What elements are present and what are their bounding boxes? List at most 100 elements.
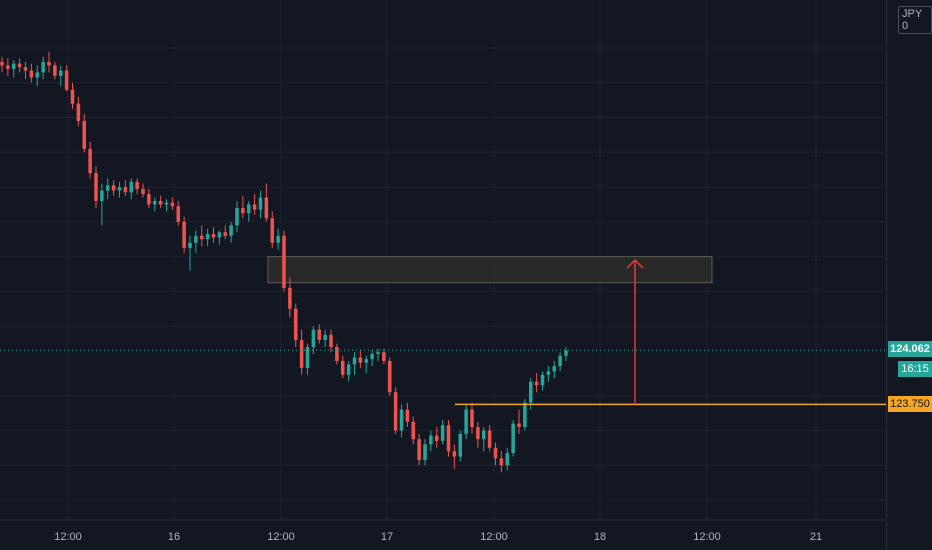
candle-body [487,430,492,448]
candle [423,439,427,466]
candle [476,421,480,448]
candle-body [405,409,410,422]
candle [405,402,410,427]
level-price-tag: 123.750 [888,396,932,412]
candle-body [411,421,416,440]
candle-body [305,347,310,368]
candle [370,350,374,367]
candle [229,221,233,243]
candle [276,228,280,250]
candle-body [147,194,151,205]
candle-body [276,235,280,243]
candle-body [170,202,175,207]
candle [305,343,310,375]
candle [64,65,69,92]
candle-body [346,364,351,375]
candle [288,277,292,318]
candle [493,442,498,466]
currency-badge[interactable]: JPY 0 [898,6,932,34]
candle [241,195,245,219]
x-tick-label: 18 [594,531,606,543]
candle [17,58,22,73]
candle-countdown: 16:15 [898,361,932,377]
currency-suffix: 0 [902,20,909,32]
candle [505,447,510,471]
candle-body [258,197,263,210]
candle-body [434,435,439,441]
candle [147,188,151,208]
candle [499,451,504,473]
candle-body [164,202,169,205]
candle-body [223,232,228,236]
candle [340,355,345,379]
candle-body [64,70,69,90]
candle-body [252,204,257,210]
candle-body [458,433,463,457]
candle-body [100,190,104,201]
candle-body [105,185,110,191]
candle [246,200,251,222]
candle-body [29,70,34,78]
candles-layer [0,51,568,473]
candle-body [364,359,369,363]
candle [258,190,263,219]
candle [105,178,110,200]
candle [35,65,40,87]
projection-arrow-head [626,259,644,269]
candle-body [464,409,468,434]
candle-body [534,381,539,386]
candle [311,326,316,354]
candle-body [546,371,551,375]
candle-body [452,451,457,457]
candle [534,373,539,393]
candle [70,82,75,109]
candle [158,195,163,208]
price-axis[interactable] [886,0,932,550]
candle [481,426,486,452]
candle-body [17,63,22,68]
candle-body [440,425,445,441]
candle [129,178,134,200]
candle [470,402,474,434]
candle-body [528,381,533,403]
candle-body [94,173,98,201]
candle [53,61,57,80]
candle [76,96,81,127]
candle [440,420,445,445]
candle-body [270,218,275,243]
candle-body [217,232,222,238]
candle [564,347,568,361]
candle [223,225,228,240]
candle [464,404,468,440]
candle-body [152,200,157,205]
candle-body [552,366,557,372]
candle-body [523,402,527,427]
candle [317,324,322,344]
candle-body [564,350,568,356]
candle-body [311,329,316,348]
candle-body [141,188,145,195]
x-tick-label: 12:00 [480,531,508,543]
candle-body [493,447,498,459]
candle-body [376,352,380,354]
candle-body [340,360,345,375]
candle [29,63,34,83]
x-tick-label: 12:00 [693,531,721,543]
candle [252,194,257,215]
resistance-zone-layer [267,256,713,284]
candle [376,348,380,361]
resistance-zone[interactable] [267,256,713,284]
candle [11,60,16,78]
candle-body [335,347,339,361]
candle [141,183,145,198]
candle-body [129,181,134,193]
candle [194,230,198,254]
candle [152,197,157,212]
x-tick-label: 12:00 [54,531,82,543]
candle-body [517,423,521,427]
candle-body [540,374,545,386]
candle [552,360,557,379]
candle [411,416,416,445]
candle [47,51,51,73]
